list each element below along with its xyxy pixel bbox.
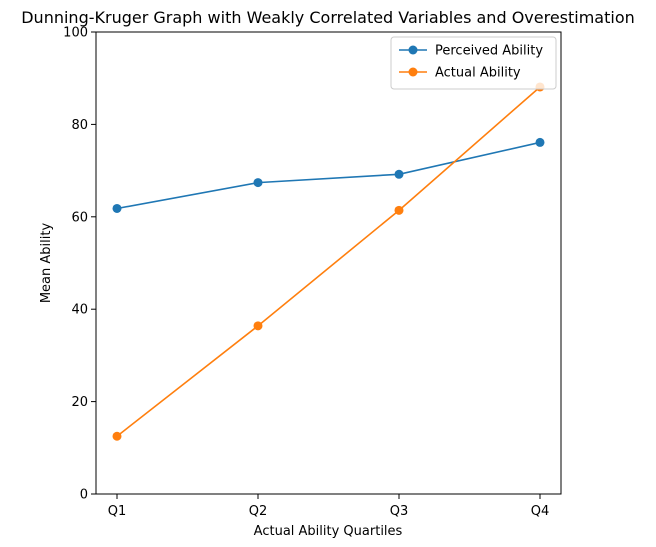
y-tick-label: 60 <box>71 210 88 225</box>
legend-label-perceived-ability: Perceived Ability <box>435 44 543 59</box>
y-tick-label: 100 <box>63 26 88 41</box>
y-tick-label: 80 <box>71 118 88 133</box>
legend-marker-perceived-ability <box>408 45 418 55</box>
y-tick-label: 20 <box>71 395 88 410</box>
x-tick-label: Q3 <box>390 504 409 519</box>
plot-frame <box>95 31 562 495</box>
x-tick-label: Q1 <box>108 504 127 519</box>
x-tick-label: Q4 <box>531 504 550 519</box>
y-axis-label: Mean Ability <box>39 223 54 304</box>
legend-marker-actual-ability <box>408 67 418 77</box>
legend: Perceived Ability Actual Ability <box>390 36 557 90</box>
data-point-perceived-ability <box>394 169 404 179</box>
y-tick-label: 0 <box>80 488 88 503</box>
data-point-perceived-ability <box>112 203 122 213</box>
data-point-actual-ability <box>394 205 404 215</box>
series-line-actual-ability <box>116 86 541 437</box>
x-axis-label: Actual Ability Quartiles <box>254 524 403 539</box>
x-tick-label: Q2 <box>249 504 268 519</box>
plot-area: 0 20 40 60 80 100 Q1 Q2 Q3 Q4 <box>63 26 562 519</box>
data-point-actual-ability <box>253 321 263 331</box>
data-point-actual-ability <box>112 431 122 441</box>
legend-box <box>390 36 557 90</box>
legend-label-actual-ability: Actual Ability <box>435 66 521 81</box>
chart-title: Dunning-Kruger Graph with Weakly Correla… <box>21 8 635 27</box>
y-tick-label: 40 <box>71 303 88 318</box>
data-point-perceived-ability <box>535 137 545 147</box>
data-point-perceived-ability <box>253 178 263 188</box>
series-line-perceived-ability <box>116 141 541 210</box>
